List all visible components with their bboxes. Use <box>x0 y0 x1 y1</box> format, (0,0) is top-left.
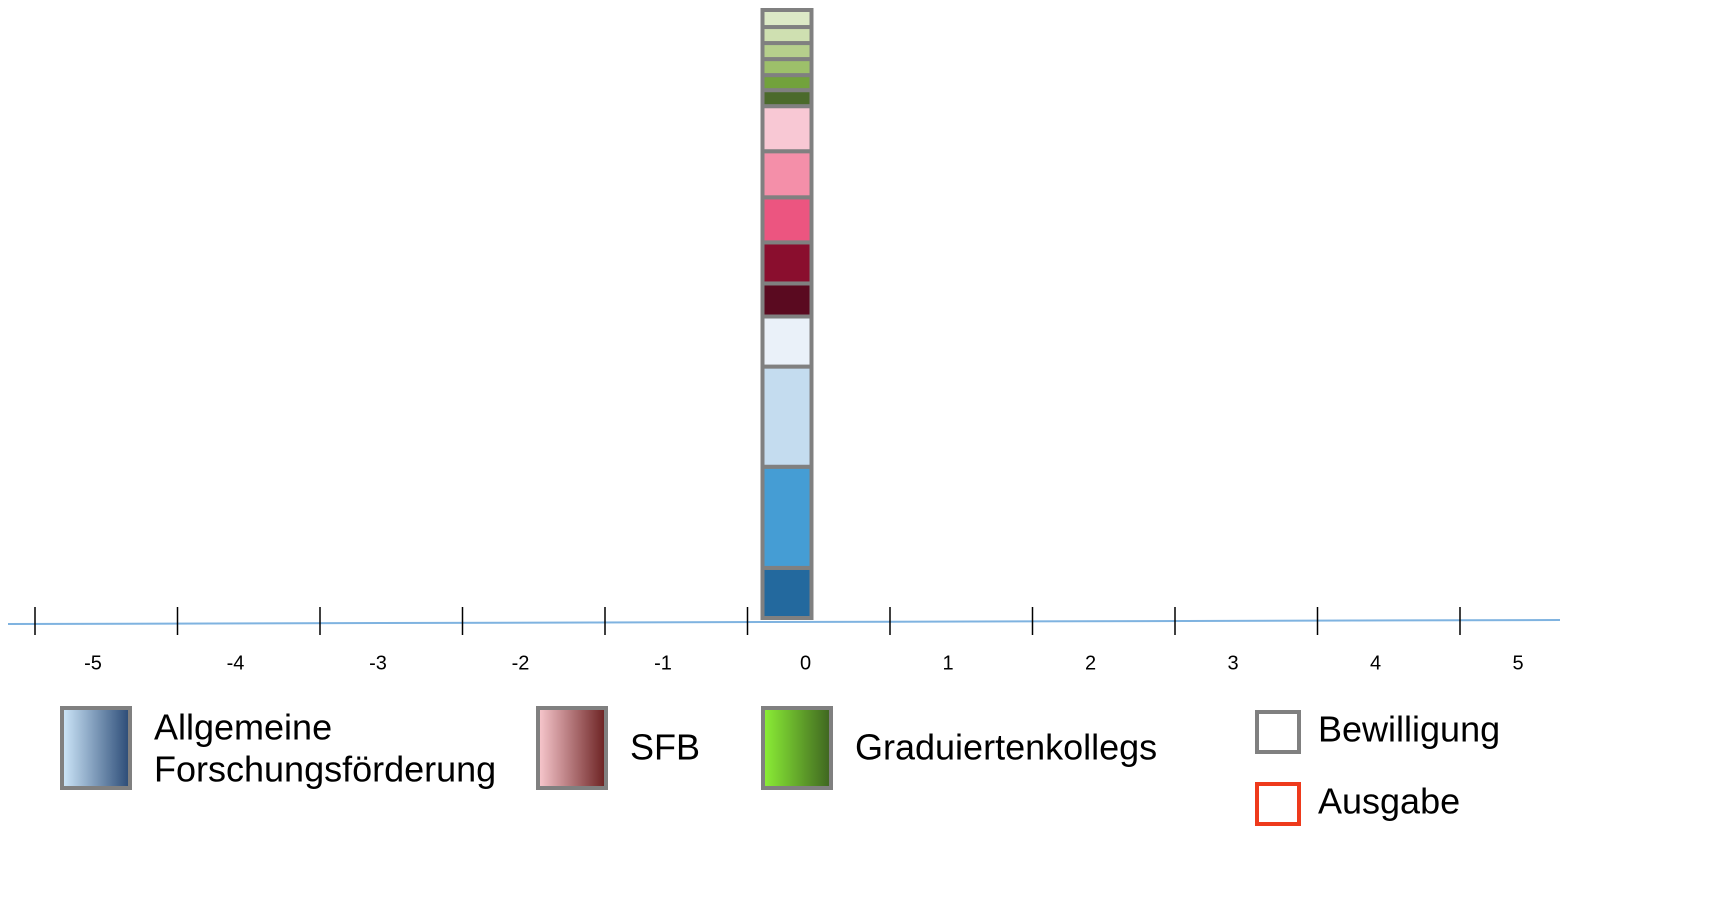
legend-label: Forschungsförderung <box>154 749 496 790</box>
legend-swatch <box>761 706 833 790</box>
legend-label: Allgemeine <box>154 707 332 748</box>
bar-segment <box>760 57 814 78</box>
bar-segment <box>760 281 814 319</box>
legend-label: Graduiertenkollegs <box>855 727 1157 768</box>
x-tick-label: 2 <box>1085 652 1096 674</box>
bar-segment <box>760 104 814 154</box>
bar-segment <box>760 8 814 30</box>
bar-segment <box>760 464 814 570</box>
x-axis <box>7 619 1561 625</box>
x-tick-label: -5 <box>84 652 102 674</box>
x-tick-label: -4 <box>227 652 245 674</box>
x-tick-label: -1 <box>654 652 672 674</box>
legend-label: Ausgabe <box>1318 781 1460 822</box>
x-tick-label: 3 <box>1227 652 1238 674</box>
x-tick-label: 0 <box>800 652 811 674</box>
bar-segment <box>760 41 814 62</box>
bar-segment <box>760 88 814 109</box>
bar-segment <box>760 240 814 286</box>
x-tick-label: -3 <box>369 652 387 674</box>
legend-label: SFB <box>630 727 700 768</box>
x-tick-label: -2 <box>512 652 530 674</box>
bar-segment <box>760 314 814 369</box>
bar-segment <box>760 73 814 93</box>
legend-swatch <box>536 706 608 790</box>
bar-segment <box>760 149 814 200</box>
bar-segment <box>760 25 814 46</box>
legend-label: Bewilligung <box>1318 709 1500 750</box>
legend-swatch <box>1255 710 1301 754</box>
x-tick-label: 5 <box>1512 652 1523 674</box>
legend-swatch <box>60 706 132 790</box>
x-tick-label: 4 <box>1370 652 1381 674</box>
bar-segment <box>760 364 814 469</box>
bar-segment <box>760 195 814 245</box>
x-tick-label: 1 <box>942 652 953 674</box>
bar-segment <box>760 565 814 620</box>
legend-swatch <box>1255 782 1301 826</box>
